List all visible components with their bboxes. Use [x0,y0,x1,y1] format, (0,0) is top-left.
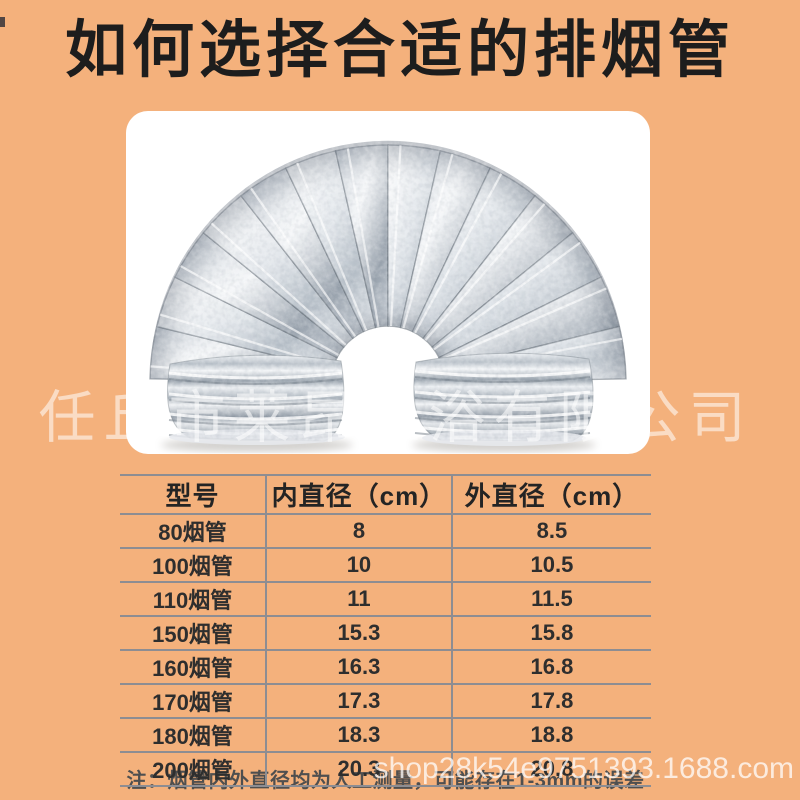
cell-outer-diameter: 10.5 [450,548,651,583]
cell-outer-diameter: 20.8 [450,752,651,787]
cell-inner-diameter: 20.3 [265,752,452,787]
cell-inner-diameter: 16.3 [265,650,452,685]
aluminum-duct-photo-icon [149,140,627,452]
cell-inner-diameter: 18.3 [265,718,452,753]
cell-inner-diameter: 10 [265,548,452,583]
cell-model: 150烟管 [120,616,267,651]
cell-model: 170烟管 [120,684,267,719]
cell-inner-diameter: 17.3 [265,684,452,719]
cell-inner-diameter: 8 [265,514,452,549]
cell-outer-diameter: 18.8 [450,718,651,753]
table-row: 180烟管 18.3 18.8 [120,718,651,753]
table-row: 100烟管 10 10.5 [120,548,651,583]
left-edge-artifact [0,17,5,27]
table-row: 160烟管 16.3 16.8 [120,650,651,685]
table-row: 80烟管 8 8.5 [120,514,651,549]
table-row: 150烟管 15.3 15.8 [120,616,651,651]
cell-outer-diameter: 11.5 [450,582,651,617]
cell-outer-diameter: 8.5 [450,514,651,549]
cell-model: 80烟管 [120,514,267,549]
cell-model: 160烟管 [120,650,267,685]
size-spec-table: 型号 内直径（cm） 外直径（cm） 80烟管 8 8.5 100烟管 10 1… [120,474,651,787]
header-model: 型号 [120,474,267,515]
cell-inner-diameter: 15.3 [265,616,452,651]
header-inner-diameter: 内直径（cm） [265,474,452,515]
header-outer-diameter: 外直径（cm） [450,474,651,515]
page-title: 如何选择合适的排烟管 [64,16,735,85]
cell-outer-diameter: 16.8 [450,650,651,685]
cell-outer-diameter: 15.8 [450,616,651,651]
table-header-row: 型号 内直径（cm） 外直径（cm） [120,474,651,515]
cell-model: 110烟管 [120,582,267,617]
table-row: 200烟管 20.3 20.8 [120,752,651,787]
product-card [126,111,650,454]
table-row: 170烟管 17.3 17.8 [120,684,651,719]
cell-outer-diameter: 17.8 [450,684,651,719]
cell-model: 180烟管 [120,718,267,753]
cell-model: 200烟管 [120,752,267,787]
cell-inner-diameter: 11 [265,582,452,617]
table-row: 110烟管 11 11.5 [120,582,651,617]
cell-model: 100烟管 [120,548,267,583]
